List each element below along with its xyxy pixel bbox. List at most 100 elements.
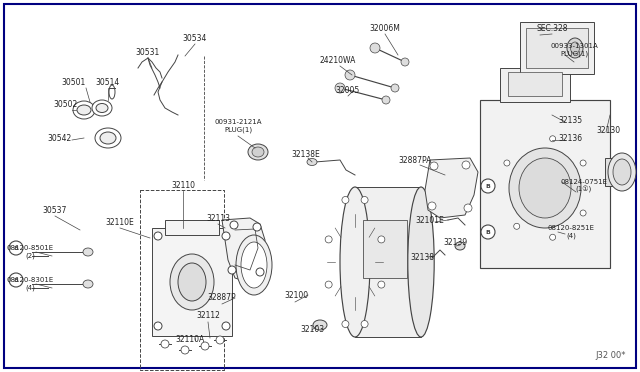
- Circle shape: [325, 281, 332, 288]
- Circle shape: [504, 160, 510, 166]
- Circle shape: [550, 234, 556, 240]
- Text: 30537: 30537: [43, 205, 67, 215]
- Circle shape: [201, 342, 209, 350]
- Text: 32103: 32103: [300, 326, 324, 334]
- Bar: [605, 158, 619, 186]
- Text: 32113: 32113: [206, 214, 230, 222]
- Text: 32139: 32139: [443, 237, 467, 247]
- Circle shape: [580, 160, 586, 166]
- Circle shape: [580, 210, 586, 216]
- Circle shape: [154, 232, 162, 240]
- Bar: [165, 220, 219, 235]
- Circle shape: [430, 162, 438, 170]
- Text: B: B: [486, 230, 490, 234]
- Ellipse shape: [455, 242, 465, 250]
- Ellipse shape: [92, 100, 112, 116]
- Bar: [520, 22, 594, 74]
- Text: 08124-0751E
(1①): 08124-0751E (1①): [561, 179, 607, 193]
- Circle shape: [228, 266, 236, 274]
- Circle shape: [462, 161, 470, 169]
- Circle shape: [161, 340, 169, 348]
- Ellipse shape: [83, 280, 93, 288]
- Circle shape: [154, 322, 162, 330]
- Ellipse shape: [307, 158, 317, 166]
- Ellipse shape: [519, 158, 571, 218]
- Text: 30534: 30534: [183, 33, 207, 42]
- Text: 32112: 32112: [196, 311, 220, 321]
- Text: 00933-1301A
PLUG(1): 00933-1301A PLUG(1): [550, 43, 598, 57]
- Circle shape: [230, 221, 238, 229]
- Circle shape: [391, 84, 399, 92]
- Circle shape: [335, 83, 345, 93]
- Ellipse shape: [248, 144, 268, 160]
- Text: 08120-8251E
(4): 08120-8251E (4): [547, 225, 595, 239]
- Ellipse shape: [178, 263, 206, 301]
- Circle shape: [464, 204, 472, 212]
- Text: 08120-8301E
(4): 08120-8301E (4): [6, 277, 54, 291]
- Ellipse shape: [509, 148, 581, 228]
- Circle shape: [401, 58, 409, 66]
- Circle shape: [361, 196, 368, 203]
- Circle shape: [342, 321, 349, 327]
- Circle shape: [428, 202, 436, 210]
- Text: 32110A: 32110A: [175, 336, 205, 344]
- Text: 00931-2121A
PLUG(1): 00931-2121A PLUG(1): [214, 119, 262, 133]
- Text: 32135: 32135: [558, 115, 582, 125]
- Ellipse shape: [73, 101, 95, 119]
- Circle shape: [216, 336, 224, 344]
- Circle shape: [361, 321, 368, 327]
- Polygon shape: [425, 158, 478, 218]
- Text: B: B: [13, 278, 19, 282]
- Text: B: B: [486, 183, 490, 189]
- Circle shape: [256, 268, 264, 276]
- Circle shape: [481, 225, 495, 239]
- Circle shape: [253, 223, 261, 231]
- Bar: [500, 68, 570, 102]
- Text: 24210WA: 24210WA: [320, 55, 356, 64]
- Circle shape: [481, 179, 495, 193]
- Text: 32101E: 32101E: [415, 215, 444, 224]
- Circle shape: [222, 322, 230, 330]
- Bar: [508, 72, 562, 96]
- Circle shape: [222, 232, 230, 240]
- Ellipse shape: [252, 147, 264, 157]
- Ellipse shape: [613, 159, 631, 185]
- Circle shape: [342, 196, 349, 203]
- Ellipse shape: [241, 242, 267, 288]
- Text: 30531: 30531: [136, 48, 160, 57]
- Ellipse shape: [567, 38, 583, 58]
- Circle shape: [378, 281, 385, 288]
- Text: 32100: 32100: [284, 292, 308, 301]
- Text: 30542: 30542: [48, 134, 72, 142]
- Bar: [480, 100, 610, 268]
- Circle shape: [514, 223, 520, 229]
- Ellipse shape: [408, 187, 434, 337]
- Ellipse shape: [96, 103, 108, 112]
- Ellipse shape: [100, 132, 116, 144]
- Text: 32110: 32110: [171, 180, 195, 189]
- Bar: [526, 28, 588, 68]
- Ellipse shape: [83, 248, 93, 256]
- Text: 08120-8501E
(2): 08120-8501E (2): [6, 245, 54, 259]
- Ellipse shape: [570, 42, 579, 54]
- Text: 32005: 32005: [336, 86, 360, 94]
- Text: 30514: 30514: [96, 77, 120, 87]
- Text: 32110E: 32110E: [106, 218, 134, 227]
- Text: 32006M: 32006M: [369, 23, 401, 32]
- Bar: [152, 228, 232, 336]
- Text: 30501: 30501: [62, 77, 86, 87]
- Text: 32138E: 32138E: [292, 150, 321, 158]
- Text: 30502: 30502: [54, 99, 78, 109]
- Ellipse shape: [109, 85, 115, 99]
- Ellipse shape: [608, 153, 636, 191]
- Circle shape: [378, 236, 385, 243]
- Text: J32 00*: J32 00*: [595, 351, 626, 360]
- Text: 32136: 32136: [558, 134, 582, 142]
- Circle shape: [181, 346, 189, 354]
- Circle shape: [370, 43, 380, 53]
- Circle shape: [325, 236, 332, 243]
- Ellipse shape: [313, 320, 327, 330]
- Ellipse shape: [340, 187, 370, 337]
- Circle shape: [550, 136, 556, 142]
- Circle shape: [382, 96, 390, 104]
